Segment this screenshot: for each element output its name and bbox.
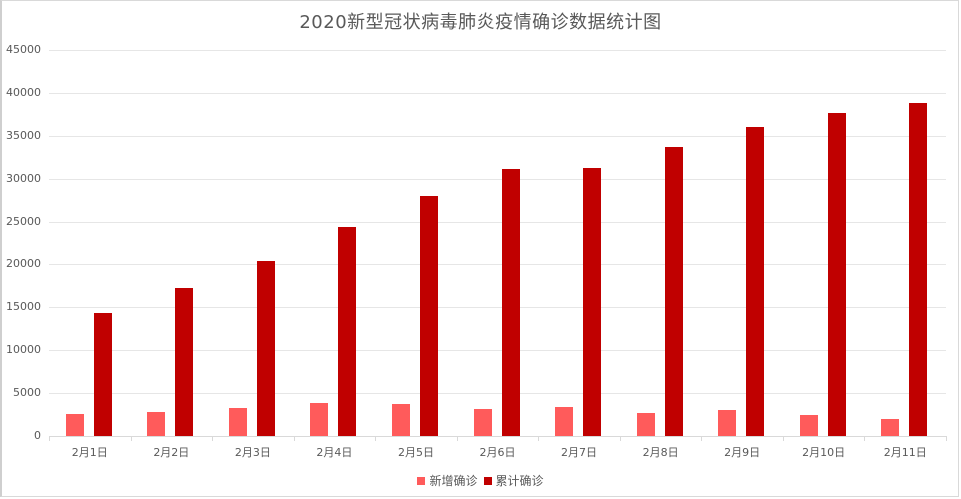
bar-new-confirmed[interactable]: [799, 414, 818, 436]
bar-cumulative-confirmed[interactable]: [419, 195, 438, 436]
x-tick-label: 2月4日: [316, 446, 353, 459]
y-tick-label: 40000: [6, 85, 41, 99]
gridline: [49, 350, 946, 352]
bar-cumulative-confirmed[interactable]: [664, 146, 683, 436]
y-tick-label: 5000: [13, 386, 41, 400]
bar-new-confirmed[interactable]: [310, 402, 329, 436]
gridline: [49, 92, 946, 94]
legend-swatch-icon: [483, 476, 492, 485]
bar-new-confirmed[interactable]: [228, 408, 247, 436]
x-tick-label: 2月8日: [642, 446, 679, 459]
y-tick-label: 0: [34, 429, 41, 442]
x-tick-mark: [864, 436, 865, 441]
bar-cumulative-confirmed[interactable]: [746, 127, 765, 436]
legend-item[interactable]: 新增确诊: [417, 472, 478, 489]
x-tick-mark: [783, 436, 784, 441]
bar-cumulative-confirmed[interactable]: [827, 113, 846, 436]
legend-label: 累计确诊: [495, 474, 544, 488]
bar-new-confirmed[interactable]: [718, 409, 737, 436]
x-tick-mark: [49, 436, 50, 441]
x-tick-mark: [457, 436, 458, 441]
gridline: [49, 50, 946, 51]
gridline: [49, 135, 946, 137]
bar-new-confirmed[interactable]: [881, 418, 900, 436]
x-tick-label: 2月7日: [561, 446, 598, 459]
x-tick-mark: [212, 436, 213, 441]
bar-new-confirmed[interactable]: [636, 413, 655, 436]
bar-new-confirmed[interactable]: [391, 404, 410, 436]
legend-label: 新增确诊: [429, 474, 478, 488]
x-tick-label: 2月5日: [397, 446, 434, 459]
x-tick-mark: [375, 436, 376, 441]
x-tick-mark: [131, 436, 132, 441]
y-tick-label: 35000: [6, 128, 41, 142]
x-tick-mark: [701, 436, 702, 441]
y-tick-label: 25000: [6, 214, 41, 228]
bar-cumulative-confirmed[interactable]: [256, 260, 275, 436]
bar-cumulative-confirmed[interactable]: [501, 169, 520, 436]
bar-cumulative-confirmed[interactable]: [175, 288, 194, 436]
gridline: [49, 307, 946, 309]
x-tick-label: 2月6日: [479, 446, 516, 459]
x-tick-mark: [294, 436, 295, 441]
bar-new-confirmed[interactable]: [555, 406, 574, 436]
x-axis-line: [49, 436, 946, 437]
bar-new-confirmed[interactable]: [147, 411, 166, 436]
bar-new-confirmed[interactable]: [473, 409, 492, 436]
x-tick-label: 2月10日: [802, 446, 846, 459]
x-tick-label: 2月2日: [153, 446, 190, 459]
y-tick-label: 10000: [6, 343, 41, 357]
gridline: [49, 264, 946, 266]
gridline: [49, 221, 946, 223]
y-tick-label: 15000: [6, 300, 41, 314]
bar-cumulative-confirmed[interactable]: [909, 103, 928, 436]
x-tick-label: 2月3日: [234, 446, 271, 459]
gridline: [49, 178, 946, 180]
legend-item[interactable]: 累计确诊: [483, 472, 544, 489]
x-tick-mark: [946, 436, 947, 441]
y-tick-label: 30000: [6, 171, 41, 185]
legend: 新增确诊 累计确诊: [0, 472, 961, 489]
bar-cumulative-confirmed[interactable]: [583, 168, 602, 436]
x-tick-label: 2月9日: [724, 446, 761, 459]
bar-cumulative-confirmed[interactable]: [338, 227, 357, 436]
plot-area: 0 5000 10000 15000 20000 25000 30000 35000 40000…: [6, 43, 947, 459]
x-tick-mark: [538, 436, 539, 441]
bar-cumulative-confirmed[interactable]: [93, 312, 112, 436]
gridline: [49, 393, 946, 395]
y-tick-label: 45000: [6, 43, 41, 56]
y-tick-label: 20000: [6, 257, 41, 271]
x-tick-label: 2月1日: [71, 446, 108, 459]
x-tick-mark: [620, 436, 621, 441]
chart-title: 2020新型冠状病毒肺炎疫情确诊数据统计图: [299, 12, 662, 33]
bar-new-confirmed[interactable]: [65, 413, 84, 436]
x-tick-label: 2月11日: [883, 446, 927, 459]
legend-swatch-icon: [417, 476, 426, 485]
